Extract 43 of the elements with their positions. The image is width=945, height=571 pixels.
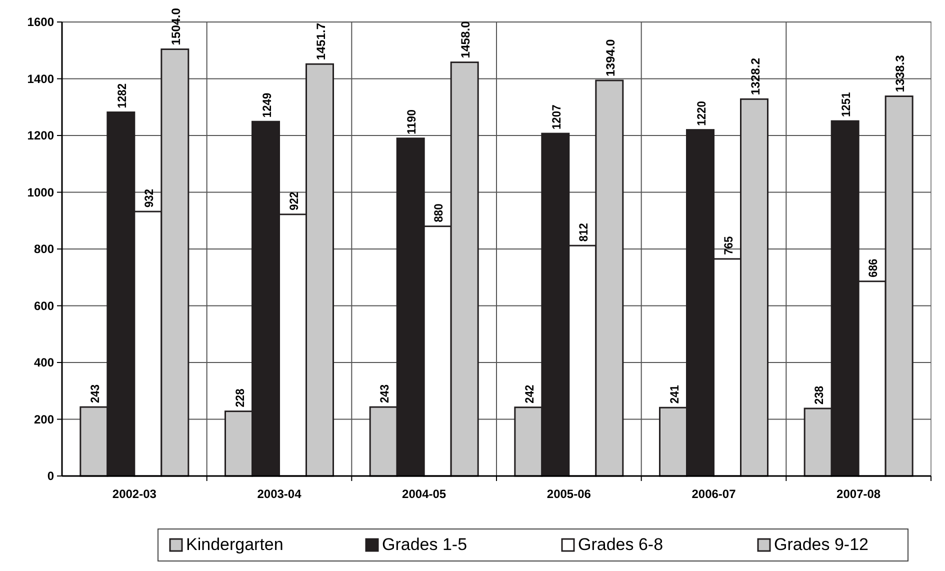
data-label: 228 [232, 387, 247, 408]
data-label: 1394.0 [603, 38, 618, 76]
y-tick-label: 1200 [27, 128, 54, 143]
data-label: 812 [576, 222, 590, 242]
data-label: 1328.2 [748, 58, 762, 96]
y-tick-label: 0 [47, 469, 54, 484]
data-label: 932 [142, 188, 156, 208]
x-tick-label: 2004-05 [402, 487, 446, 501]
data-label: 1282 [114, 82, 129, 108]
data-label: 243 [88, 383, 102, 404]
y-tick-label: 1000 [27, 185, 54, 200]
data-label: 1251 [839, 90, 854, 118]
data-label: 242 [522, 383, 536, 404]
legend-label: Grades 1-5 [382, 535, 468, 554]
data-label: 238 [812, 384, 826, 404]
y-tick-label: 600 [34, 298, 54, 313]
x-tick-label: 2003-04 [257, 487, 302, 501]
x-tick-label: 2005-06 [546, 487, 592, 501]
legend-label: Kindergarten [186, 535, 284, 554]
data-label: 1458.0 [458, 20, 473, 58]
x-tick-label: 2002-03 [112, 487, 157, 501]
data-label: 1249 [260, 90, 274, 118]
data-label: 1451.7 [314, 22, 328, 60]
data-label: 922 [286, 190, 301, 210]
y-tick-label: 800 [34, 242, 54, 256]
x-tick-label: 2006-07 [692, 487, 736, 501]
legend-label: Grades 6-8 [578, 535, 664, 554]
y-tick-label: 200 [34, 412, 54, 426]
y-tick-label: 1600 [27, 15, 54, 30]
data-label: 1190 [404, 108, 419, 134]
y-tick-label: 1400 [27, 72, 54, 86]
data-label: 765 [721, 234, 736, 255]
data-label: 1207 [549, 102, 564, 130]
legend-label: Grades 9-12 [774, 535, 868, 554]
data-label: 1504.0 [168, 8, 183, 46]
data-label: 880 [432, 202, 446, 222]
data-label: 1338.3 [893, 54, 908, 92]
x-tick-label: 2007-08 [836, 487, 881, 501]
data-label: 243 [378, 383, 392, 404]
data-label: 1220 [694, 99, 708, 126]
data-label: 241 [667, 384, 682, 404]
y-tick-label: 400 [34, 356, 54, 370]
data-label: 686 [866, 257, 880, 278]
